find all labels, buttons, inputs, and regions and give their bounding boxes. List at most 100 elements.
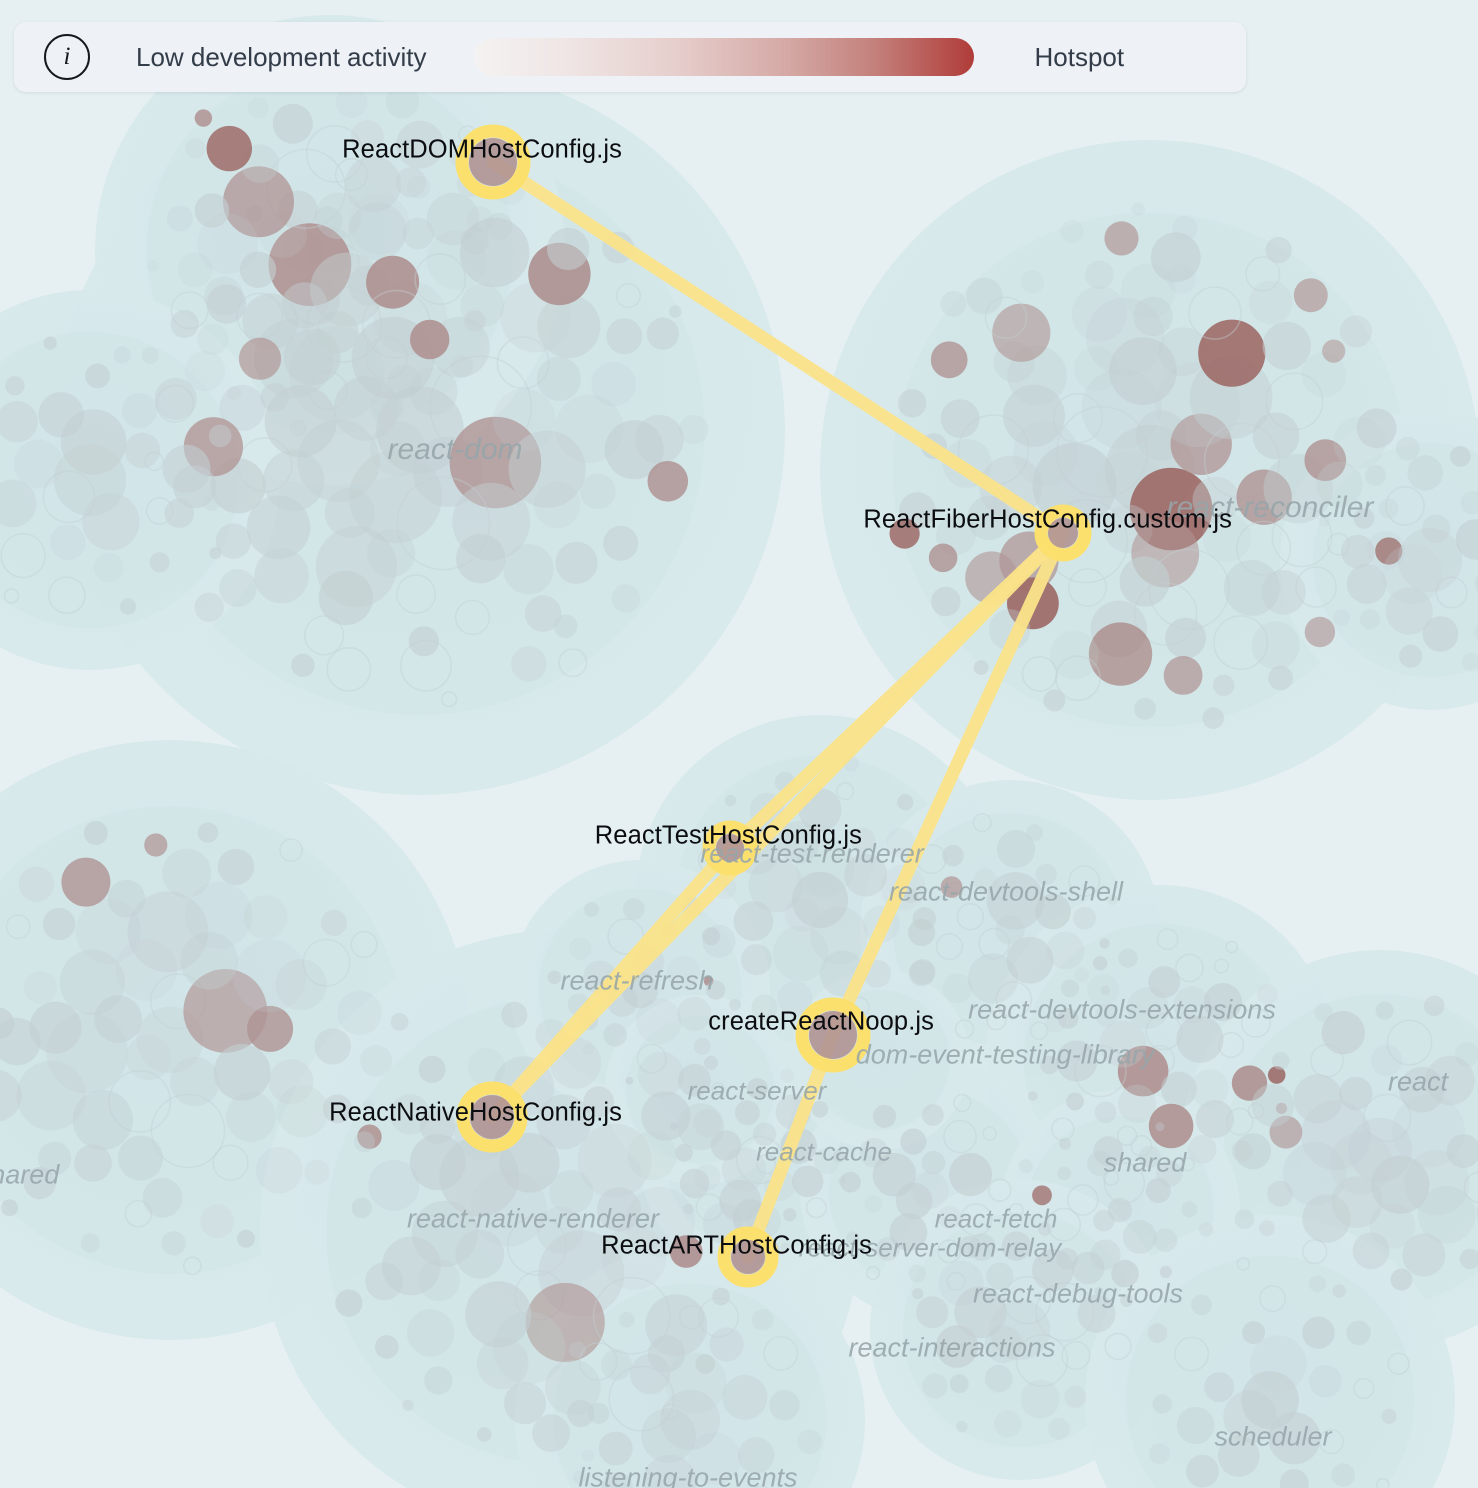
file-node xyxy=(272,103,313,144)
file-node xyxy=(180,932,238,990)
file-node xyxy=(780,1242,791,1252)
file-node xyxy=(994,1410,1022,1438)
file-node xyxy=(567,1400,595,1428)
file-node xyxy=(1133,582,1198,646)
highlight-ring xyxy=(702,820,758,876)
file-node xyxy=(460,226,489,255)
file-node xyxy=(1032,1185,1052,1206)
file-node xyxy=(984,296,1028,340)
highlighted-file-node[interactable] xyxy=(702,820,758,876)
file-node xyxy=(1061,979,1079,998)
file-node xyxy=(410,319,450,360)
file-node xyxy=(635,998,682,1045)
file-node xyxy=(243,895,288,940)
file-node xyxy=(1176,1406,1215,1445)
file-node xyxy=(1259,1220,1275,1236)
file-node xyxy=(946,1271,966,1291)
file-node xyxy=(578,1342,618,1381)
file-node xyxy=(42,470,96,524)
file-node xyxy=(194,592,224,622)
file-node xyxy=(124,1200,153,1228)
info-icon[interactable]: i xyxy=(44,34,90,80)
file-node xyxy=(395,167,427,198)
file-node xyxy=(1107,894,1118,905)
file-node xyxy=(897,794,914,811)
file-node xyxy=(582,1043,595,1056)
highlighted-file-core xyxy=(470,1095,514,1139)
file-node xyxy=(1117,1045,1169,1097)
file-node xyxy=(1262,321,1312,371)
file-node xyxy=(1088,622,1153,686)
file-node xyxy=(454,599,491,636)
file-node xyxy=(161,1231,186,1256)
file-node xyxy=(1147,1323,1168,1343)
file-node xyxy=(954,1019,975,1039)
file-node xyxy=(1247,1102,1265,1120)
file-node xyxy=(1261,570,1306,615)
highlighted-file-label: createReactNoop.js xyxy=(708,1007,934,1036)
file-node xyxy=(627,1131,677,1181)
file-node xyxy=(1422,616,1459,652)
file-node xyxy=(978,927,1010,960)
file-node xyxy=(1331,1176,1383,1228)
file-node xyxy=(601,1472,633,1488)
file-node xyxy=(144,833,168,857)
file-node xyxy=(701,927,721,946)
activity-legend-bar[interactable]: i Low development activity Hotspot xyxy=(14,22,1246,92)
file-node xyxy=(537,294,601,359)
file-node xyxy=(1402,1233,1446,1277)
file-node xyxy=(678,1304,704,1330)
highlight-ring-layer[interactable] xyxy=(455,124,1092,1288)
highlighted-file-node[interactable] xyxy=(795,997,871,1073)
file-node xyxy=(1371,1044,1403,1076)
file-node xyxy=(1369,1203,1416,1249)
file-node xyxy=(450,355,474,378)
file-node xyxy=(636,1043,667,1074)
file-node xyxy=(791,871,849,929)
file-node xyxy=(357,1124,382,1149)
file-node xyxy=(1109,337,1177,405)
file-node xyxy=(1236,520,1292,576)
file-node xyxy=(1085,260,1114,290)
file-node xyxy=(82,493,140,551)
file-node xyxy=(209,547,222,560)
highlighted-file-node[interactable] xyxy=(1034,504,1092,562)
file-node xyxy=(185,881,253,949)
file-node xyxy=(984,1364,1013,1393)
file-node xyxy=(948,1153,993,1197)
file-node xyxy=(1316,461,1363,508)
file-node xyxy=(1302,1316,1335,1349)
file-node xyxy=(908,960,935,987)
file-node xyxy=(1020,270,1045,294)
legend-low-label: Low development activity xyxy=(136,41,427,72)
file-node xyxy=(1073,346,1119,392)
file-node xyxy=(591,361,636,407)
file-node xyxy=(74,1144,112,1182)
file-node xyxy=(1153,1228,1178,1252)
file-node xyxy=(170,1056,220,1107)
file-node xyxy=(553,614,578,639)
file-node xyxy=(618,1311,635,1328)
file-node xyxy=(949,1374,969,1394)
file-node xyxy=(641,1091,691,1141)
highlighted-file-node[interactable] xyxy=(455,124,531,200)
file-node xyxy=(1020,1379,1060,1419)
file-node xyxy=(1066,1092,1084,1111)
file-node xyxy=(569,937,592,960)
file-node xyxy=(784,897,819,932)
file-node xyxy=(693,1108,722,1138)
highlighted-file-node[interactable] xyxy=(456,1081,528,1153)
file-node xyxy=(202,493,221,512)
file-node xyxy=(247,97,269,119)
highlighted-file-node[interactable] xyxy=(717,1226,779,1288)
file-node xyxy=(1327,532,1351,556)
file-node xyxy=(1365,464,1386,486)
file-node xyxy=(226,386,242,401)
file-node xyxy=(1353,508,1375,529)
file-node xyxy=(399,639,452,692)
highlighted-file-core xyxy=(716,834,744,862)
file-node xyxy=(1473,622,1478,641)
file-node xyxy=(865,1266,880,1281)
